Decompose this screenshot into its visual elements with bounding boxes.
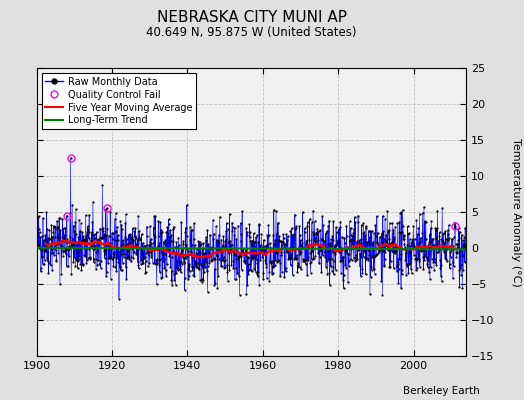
Text: Berkeley Earth: Berkeley Earth — [403, 386, 479, 396]
Text: NEBRASKA CITY MUNI AP: NEBRASKA CITY MUNI AP — [157, 10, 346, 25]
Legend: Raw Monthly Data, Quality Control Fail, Five Year Moving Average, Long-Term Tren: Raw Monthly Data, Quality Control Fail, … — [41, 73, 196, 129]
Text: 40.649 N, 95.875 W (United States): 40.649 N, 95.875 W (United States) — [146, 26, 357, 39]
Y-axis label: Temperature Anomaly (°C): Temperature Anomaly (°C) — [511, 138, 521, 286]
